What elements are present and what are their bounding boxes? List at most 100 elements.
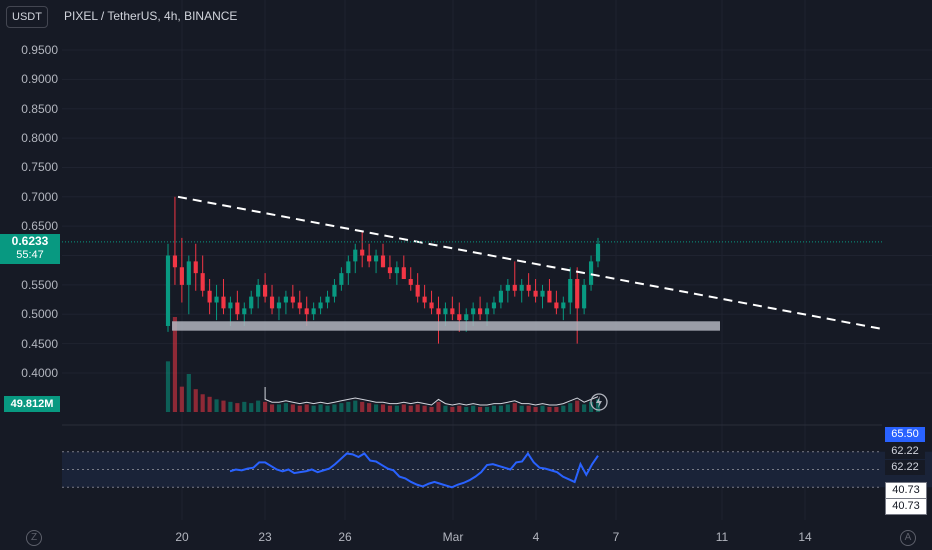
candle-body xyxy=(568,279,573,303)
candle-body xyxy=(491,302,497,309)
volume-bar xyxy=(582,404,587,412)
candle-body xyxy=(221,296,226,309)
price-tick: 0.5000 xyxy=(21,307,58,322)
candle-body xyxy=(207,290,212,303)
candle-body xyxy=(249,296,254,309)
candle-body xyxy=(401,267,406,280)
candle-body xyxy=(242,308,247,315)
trendline xyxy=(177,195,883,330)
time-tick: Mar xyxy=(442,530,464,544)
candle-body xyxy=(235,302,240,315)
volume-bar xyxy=(422,405,427,412)
candle-body xyxy=(464,314,469,321)
lightning-icon[interactable] xyxy=(589,392,609,412)
price-tick: 0.8500 xyxy=(21,101,58,116)
price-tick: 0.7500 xyxy=(21,160,58,175)
volume-bar xyxy=(588,401,594,412)
volume-bar xyxy=(394,405,399,412)
time-tick: 4 xyxy=(532,530,540,544)
volume-bar xyxy=(179,386,184,412)
volume-bar xyxy=(380,404,386,412)
candle-body xyxy=(582,284,587,309)
volume-bar xyxy=(561,405,566,412)
candle-body xyxy=(512,284,517,291)
candle-body xyxy=(408,279,413,285)
currency-button[interactable]: USDT xyxy=(6,6,48,28)
candle-body xyxy=(172,255,178,268)
volume-bar xyxy=(346,401,351,412)
volume-bar xyxy=(207,396,212,412)
volume-bar xyxy=(332,404,337,412)
candle-body xyxy=(561,302,566,309)
candlesticks xyxy=(165,196,601,344)
volume-bar xyxy=(367,403,372,412)
time-tick: 14 xyxy=(798,530,812,544)
candle-body xyxy=(256,284,261,297)
candle-body xyxy=(186,261,191,285)
candle-body xyxy=(478,308,483,315)
volume-bar xyxy=(540,405,545,412)
candle-body xyxy=(360,249,365,256)
volume-bar xyxy=(519,405,524,412)
volume-bar xyxy=(554,406,559,412)
candle-body xyxy=(429,302,434,309)
candle-body xyxy=(200,273,205,291)
volume-bar xyxy=(491,405,497,412)
candle-body xyxy=(547,290,552,303)
volume-bar xyxy=(186,374,191,412)
volume-bar xyxy=(429,406,434,412)
volume-ma-line xyxy=(264,387,599,406)
candle-body xyxy=(269,296,275,309)
volume-bar xyxy=(249,403,254,412)
rsi-upper-level-tag: 62.22 xyxy=(885,444,925,459)
candle-body xyxy=(193,261,198,274)
price-tick: 0.4000 xyxy=(21,365,58,380)
volume-bar xyxy=(373,404,379,412)
volume-bar xyxy=(353,400,358,412)
candle-body xyxy=(505,284,510,291)
candle-body xyxy=(367,255,372,262)
candle-body xyxy=(380,255,386,268)
zoom-z-button[interactable]: Z xyxy=(26,530,42,546)
volume-bar xyxy=(360,401,365,412)
auto-scale-button[interactable]: A xyxy=(900,530,916,546)
grid xyxy=(62,0,932,520)
price-tick: 0.8000 xyxy=(21,131,58,146)
volume-bar xyxy=(193,389,198,412)
volume-bar xyxy=(263,401,268,412)
volume-bar xyxy=(464,406,469,412)
candle-body xyxy=(526,284,531,291)
volume-bar xyxy=(457,405,462,412)
volume-bar xyxy=(568,403,573,412)
volume-bar xyxy=(172,317,178,412)
rsi-pane xyxy=(62,424,932,489)
current-price-tag: 0.6233 55:47 xyxy=(0,234,60,264)
candle-body xyxy=(214,296,219,303)
candle-body xyxy=(353,249,358,262)
volume-bar xyxy=(221,400,226,412)
candle-body xyxy=(588,261,594,285)
current-price: 0.6233 xyxy=(11,234,49,248)
candle-body xyxy=(283,296,288,303)
rsi-lower-level-tag-2: 40.73 xyxy=(885,498,927,515)
candle-body xyxy=(436,308,441,315)
candle-body xyxy=(484,308,490,315)
volume-bar xyxy=(401,404,406,412)
volume-bar xyxy=(318,404,323,412)
volume-bar xyxy=(304,404,309,412)
volume-bar xyxy=(290,404,295,412)
volume-bar xyxy=(228,401,233,412)
volume-bar xyxy=(276,404,282,412)
volume-bar xyxy=(512,403,517,412)
candle-body xyxy=(339,273,344,285)
volume-bar xyxy=(450,406,455,412)
candle-body xyxy=(533,290,538,297)
candle-body xyxy=(311,308,316,315)
candle-body xyxy=(304,308,309,315)
volume-bar xyxy=(547,406,552,412)
candle-body xyxy=(325,296,330,303)
candle-body xyxy=(373,255,379,262)
symbol-title: PIXEL / TetherUS, 4h, BINANCE xyxy=(64,9,238,23)
price-tick: 0.6500 xyxy=(21,219,58,234)
